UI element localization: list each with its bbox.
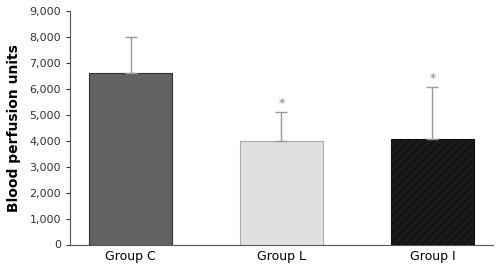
Bar — [391, 139, 474, 245]
Text: *: * — [278, 97, 284, 110]
Bar — [89, 73, 172, 245]
Text: *: * — [429, 72, 436, 85]
Bar — [240, 141, 323, 245]
Y-axis label: Blood perfusion units: Blood perfusion units — [7, 44, 21, 212]
